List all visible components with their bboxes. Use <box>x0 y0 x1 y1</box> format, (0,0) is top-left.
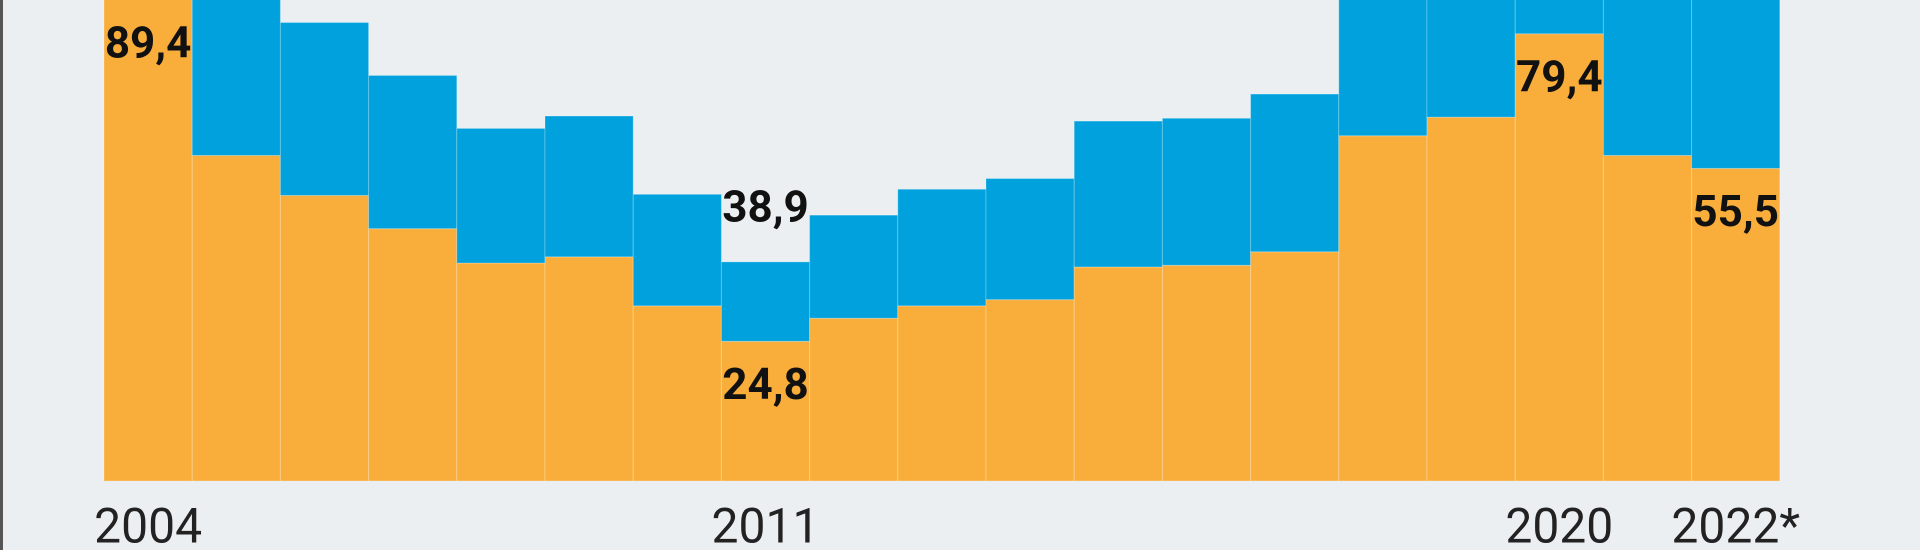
bar-segment <box>368 228 458 481</box>
bar-segment <box>368 74 458 230</box>
bar-segment <box>632 193 722 307</box>
bar-segment <box>191 0 281 156</box>
bar-segment <box>1338 0 1428 137</box>
x-tick-label: 2020 <box>1505 498 1613 550</box>
bar-segment <box>1514 0 1604 35</box>
value-label: 89,4 <box>105 17 192 69</box>
value-label: 55,5 <box>1692 185 1779 237</box>
bar-segment <box>720 261 811 342</box>
bar-segment <box>544 115 634 258</box>
bar-segment <box>456 262 546 481</box>
bar-segment <box>1691 0 1781 169</box>
x-tick-label: 2011 <box>712 498 820 550</box>
bar-segment <box>632 305 722 481</box>
bar-segment <box>1602 154 1693 481</box>
bar-segment <box>279 22 370 196</box>
bar-segment <box>1426 0 1516 118</box>
bar-segment <box>897 305 987 481</box>
bar-segment <box>456 127 546 264</box>
value-label: 24,8 <box>722 358 809 410</box>
bar-segment <box>809 214 899 319</box>
left-border <box>0 0 3 550</box>
bar-segment <box>809 317 899 481</box>
x-tick-label: 2022* <box>1671 498 1800 550</box>
bar-segment <box>279 194 370 481</box>
bar-segment <box>1691 167 1781 481</box>
bar-segment <box>1250 93 1340 253</box>
annotation: 38,9 <box>722 181 809 233</box>
bar-segment <box>1514 33 1604 481</box>
bar-segment <box>985 178 1075 301</box>
bar-segment <box>985 299 1075 481</box>
bar-segment <box>544 256 634 481</box>
bar-segment <box>1161 264 1252 481</box>
bar-segment <box>191 154 281 481</box>
plot-area <box>103 0 1781 481</box>
bar-segment <box>897 188 987 307</box>
bar-segment <box>1338 135 1428 481</box>
bar-segment <box>1161 117 1252 266</box>
bar-segment <box>720 340 811 481</box>
bar-segment <box>1073 120 1163 268</box>
bar-segment <box>103 0 193 481</box>
bar-segment <box>1426 116 1516 481</box>
bar-segment <box>1250 251 1340 481</box>
value-label: 79,4 <box>1516 50 1603 102</box>
bar-segment <box>1602 0 1693 156</box>
x-tick-label: 2004 <box>94 498 202 550</box>
bar-segment <box>1073 266 1163 481</box>
